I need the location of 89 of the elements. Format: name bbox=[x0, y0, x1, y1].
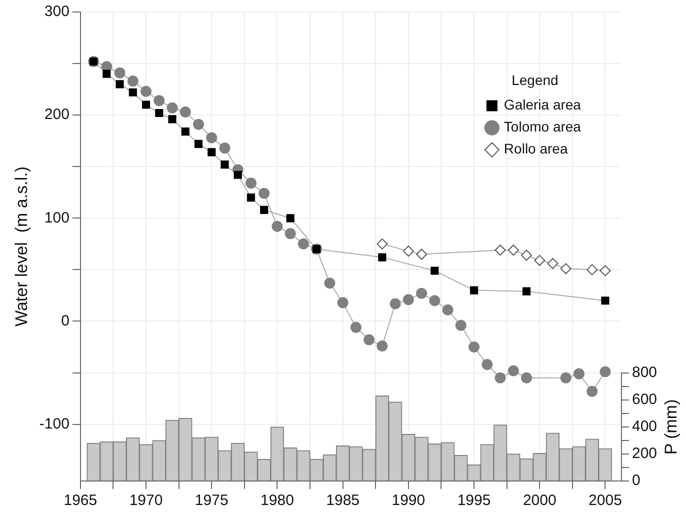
point bbox=[508, 244, 519, 256]
x-tick-label: 1970 bbox=[129, 492, 163, 510]
legend-label: Rollo area bbox=[504, 140, 568, 157]
point bbox=[154, 95, 165, 106]
point bbox=[470, 286, 478, 294]
y2-tick-label: 600 bbox=[632, 391, 658, 408]
point bbox=[442, 304, 454, 316]
point bbox=[194, 140, 203, 148]
point bbox=[180, 106, 191, 118]
point bbox=[272, 220, 283, 232]
point bbox=[350, 322, 362, 333]
point bbox=[390, 298, 401, 310]
point bbox=[416, 248, 428, 260]
point bbox=[206, 132, 218, 144]
legend-title: Legend bbox=[512, 72, 558, 88]
point bbox=[429, 295, 440, 306]
point bbox=[219, 142, 230, 154]
point bbox=[521, 372, 532, 384]
y2-tick-label: 200 bbox=[632, 445, 658, 462]
point bbox=[468, 342, 480, 352]
point bbox=[508, 365, 519, 376]
point bbox=[260, 206, 268, 214]
y-tick-label: 100 bbox=[44, 209, 70, 226]
y-tick-label: -100 bbox=[39, 415, 70, 432]
x-tick-label: 1965 bbox=[64, 492, 98, 510]
point bbox=[128, 88, 137, 96]
x-tick-label: 2000 bbox=[522, 492, 556, 510]
point bbox=[430, 266, 439, 275]
point bbox=[522, 287, 531, 296]
point bbox=[114, 67, 126, 78]
point bbox=[482, 359, 493, 370]
point bbox=[534, 254, 546, 266]
point bbox=[166, 102, 178, 114]
point bbox=[573, 368, 584, 380]
y-tick-label: 0 bbox=[61, 312, 70, 330]
point bbox=[402, 294, 414, 306]
point bbox=[258, 188, 270, 199]
point bbox=[600, 265, 611, 276]
point bbox=[298, 238, 309, 250]
y-axis-title: Water level (m a.s.l.) bbox=[12, 166, 31, 326]
x-tick-label: 1990 bbox=[392, 492, 426, 510]
point bbox=[245, 178, 256, 189]
legend-label: Galeria area bbox=[504, 96, 582, 113]
point bbox=[402, 246, 414, 257]
point bbox=[560, 263, 572, 274]
y2-tick-label: 0 bbox=[632, 472, 640, 490]
y-tick-label: 300 bbox=[44, 3, 70, 20]
point bbox=[234, 170, 242, 179]
y2-axis-title: P (mm) bbox=[662, 399, 681, 455]
point bbox=[142, 100, 150, 109]
point bbox=[220, 160, 229, 169]
point bbox=[102, 70, 111, 78]
point bbox=[547, 258, 558, 270]
point bbox=[246, 194, 256, 202]
point bbox=[494, 244, 506, 256]
y2-tick-label: 400 bbox=[632, 418, 658, 436]
point bbox=[116, 80, 124, 88]
point bbox=[337, 297, 348, 308]
point bbox=[521, 250, 532, 261]
point bbox=[168, 115, 176, 124]
point bbox=[155, 108, 164, 118]
point bbox=[560, 372, 572, 384]
point bbox=[376, 340, 388, 352]
point bbox=[416, 288, 428, 299]
point bbox=[286, 214, 294, 222]
point bbox=[455, 320, 466, 331]
x-tick-label: 2005 bbox=[588, 492, 622, 510]
x-tick-label: 1975 bbox=[194, 492, 228, 510]
x-tick-label: 1995 bbox=[457, 492, 491, 510]
point bbox=[586, 264, 598, 276]
x-tick-label: 1985 bbox=[326, 492, 360, 510]
point bbox=[208, 148, 216, 156]
point bbox=[600, 366, 611, 378]
point bbox=[284, 228, 296, 240]
legend-label: Tolomo area bbox=[504, 118, 582, 135]
x-tick-label: 1980 bbox=[260, 492, 294, 510]
point bbox=[601, 296, 610, 305]
point bbox=[494, 372, 506, 384]
point bbox=[127, 76, 138, 87]
point bbox=[364, 334, 375, 346]
point bbox=[324, 278, 336, 289]
y2-tick-label: 800 bbox=[632, 364, 658, 382]
point bbox=[193, 118, 204, 130]
point bbox=[586, 386, 598, 397]
y-tick-label: 200 bbox=[44, 106, 70, 124]
point bbox=[376, 238, 388, 250]
point bbox=[378, 253, 386, 262]
point bbox=[181, 128, 190, 136]
point bbox=[140, 86, 152, 97]
